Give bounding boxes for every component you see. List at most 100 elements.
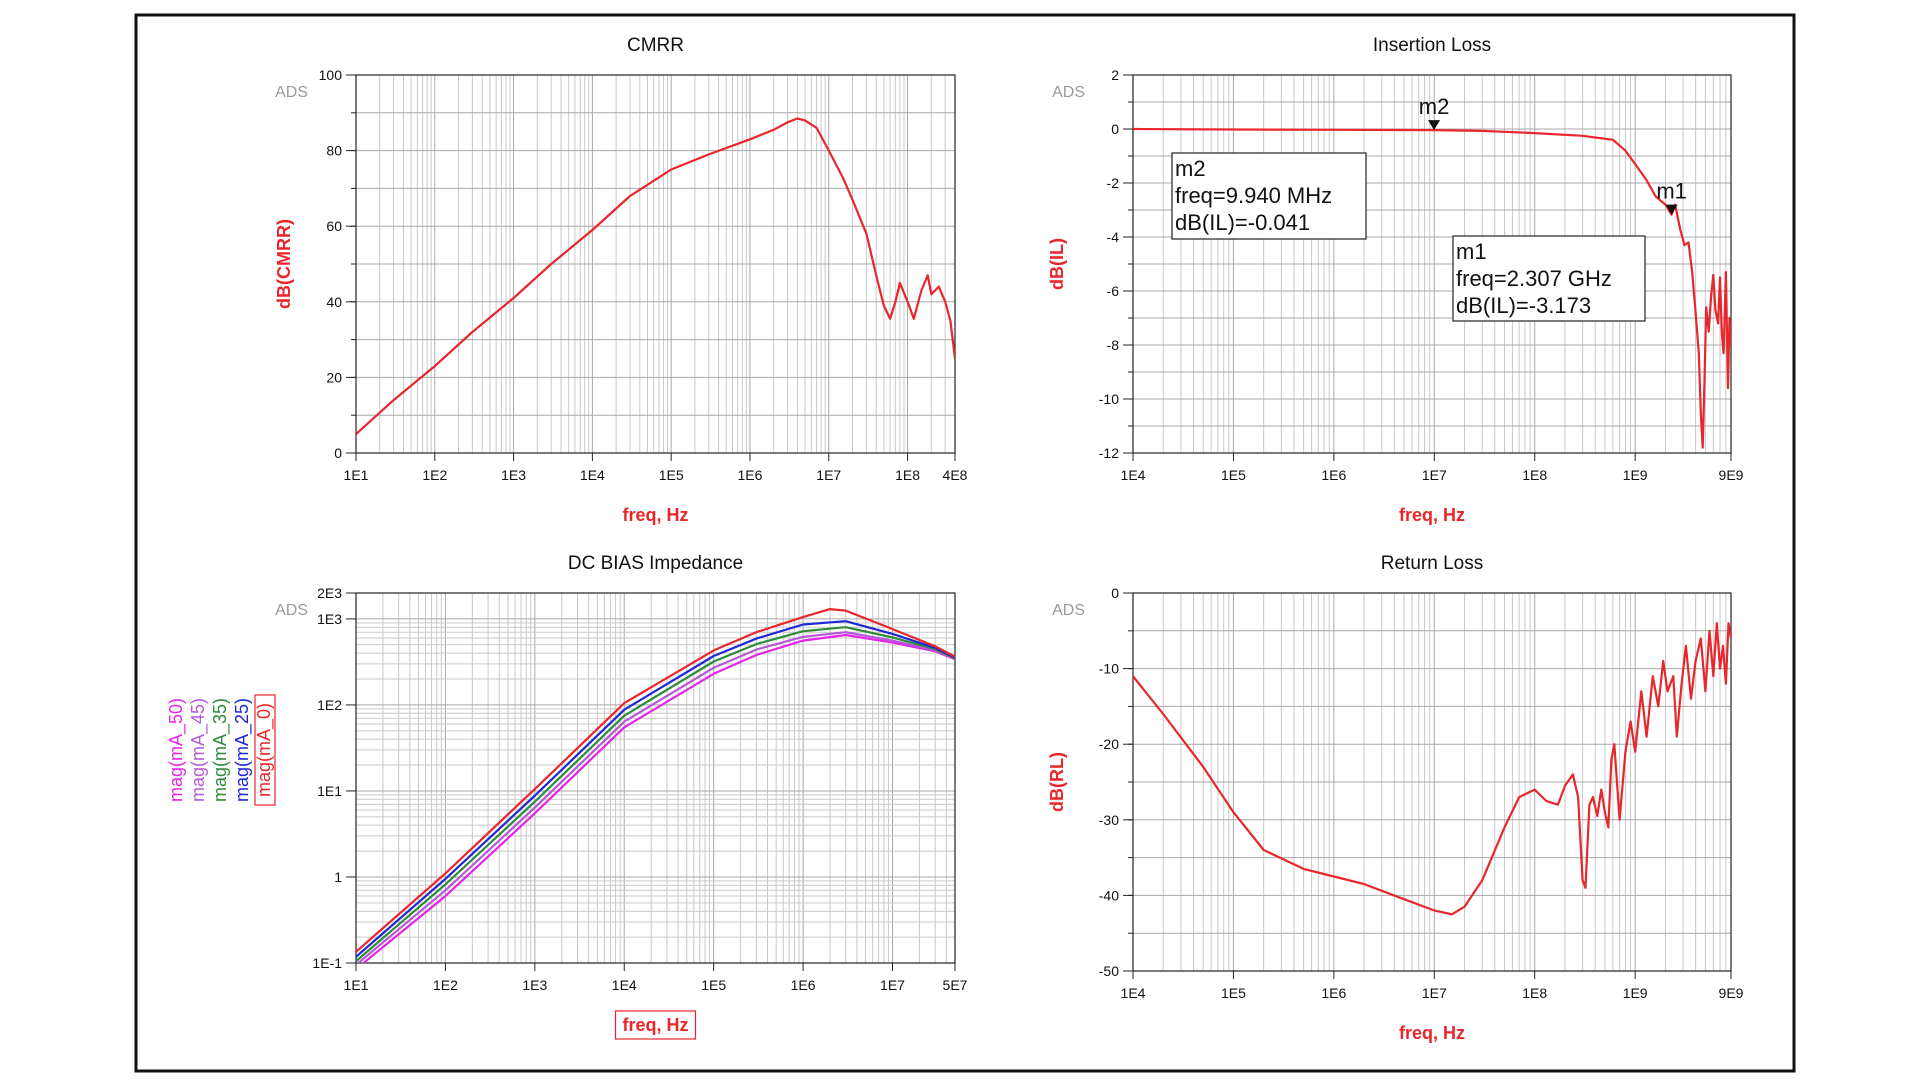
- ads-watermark: ADS: [1052, 84, 1085, 101]
- x-axis-label-box: [614, 1010, 697, 1040]
- grid: [355, 592, 956, 964]
- x-tick-label: 1E6: [738, 467, 763, 483]
- x-axis-label: freq, Hz: [622, 1015, 688, 1035]
- marker-readout-value: dB(IL)=-3.173: [1456, 293, 1591, 318]
- x-tick-label: 1E5: [1221, 467, 1246, 483]
- marker-readout-name: m1: [1456, 239, 1487, 264]
- series-line: [1133, 622, 1731, 916]
- y-tick-label: -2: [1107, 175, 1120, 191]
- series-line-mag(mA_50): [361, 633, 955, 963]
- y-tick-label: 0: [1111, 121, 1119, 137]
- marker-m2-label: m2: [1419, 94, 1450, 119]
- chart-3: 1E-1 1 1E1 1E2 1E3 2E3 1E1 1E2 1E3 1E4 1E5 1E6 1E7 5E…: [166, 553, 968, 1040]
- x-tick-label: 1E7: [1422, 985, 1447, 1001]
- x-tick-label: 1E2: [422, 467, 447, 483]
- marker-readout-box: [1171, 152, 1367, 240]
- y-tick-label: 0: [1111, 585, 1119, 601]
- x-axis-label: freq, Hz: [1399, 1023, 1465, 1043]
- chart-title: Return Loss: [1381, 553, 1483, 574]
- x-tick-label: 1E5: [659, 467, 684, 483]
- y-tick-label: 40: [326, 294, 342, 310]
- y-axis-label: dB(IL): [1047, 238, 1067, 290]
- y-tick-label: 100: [319, 67, 343, 83]
- x-tick-label: 1E6: [1321, 985, 1346, 1001]
- series-line-mag(mA_35): [356, 626, 955, 963]
- x-tick-label: 1E8: [895, 467, 920, 483]
- x-tick-label: 1E5: [1221, 985, 1246, 1001]
- legend-entry-mag(mA_45): mag(mA_45): [188, 698, 209, 802]
- x-tick-label: 9E9: [1719, 467, 1744, 483]
- x-tick-label: 4E8: [943, 467, 968, 483]
- y-tick-label: -8: [1107, 337, 1120, 353]
- x-tick-label: 1E6: [791, 977, 816, 993]
- y-axis-label: dB(RL): [1047, 752, 1067, 812]
- y-tick-label: -10: [1099, 391, 1119, 407]
- x-axis-label: freq, Hz: [1399, 505, 1465, 525]
- series-line-mag(mA_0): [356, 607, 955, 953]
- x-tick-label: 1E3: [501, 467, 526, 483]
- y-tick-label: 1E-1: [312, 955, 342, 971]
- x-tick-label: 1E8: [1522, 985, 1547, 1001]
- x-tick-label: 1E3: [522, 977, 547, 993]
- marker-readout-box: [1452, 235, 1646, 322]
- x-tick-label: 9E9: [1719, 985, 1744, 1001]
- chart-title: Insertion Loss: [1373, 35, 1491, 56]
- x-tick-label: 1E1: [344, 977, 369, 993]
- y-tick-label: 2: [1111, 67, 1119, 83]
- y-axis-label: dB(CMRR): [274, 219, 294, 309]
- y-tick-label: 60: [326, 218, 342, 234]
- y-tick-label: 0: [334, 445, 342, 461]
- y-tick-label: -4: [1107, 229, 1120, 245]
- chart-1: 0 20 40 60 80 100 1E1 1E2 1E3 1E4 1E5 1E6 1E7 1E8 4E8 C…: [274, 35, 968, 525]
- series-line: [1133, 127, 1731, 449]
- x-tick-label: 1E8: [1522, 467, 1547, 483]
- ads-watermark: ADS: [1052, 602, 1085, 619]
- legend-entry-mag(mA_50): mag(mA_50): [166, 698, 187, 802]
- marker-m2-triangle: [1428, 120, 1441, 131]
- ads-watermark: ADS: [275, 602, 308, 619]
- x-tick-label: 1E1: [344, 467, 369, 483]
- x-tick-label: 1E9: [1623, 985, 1648, 1001]
- y-tick-label: -6: [1107, 283, 1120, 299]
- y-tick-label: -10: [1099, 661, 1119, 677]
- y-tick-label: -20: [1099, 736, 1119, 752]
- y-tick-label: -40: [1099, 887, 1119, 903]
- y-tick-label: -50: [1099, 963, 1119, 979]
- y-tick-label: 80: [326, 143, 342, 159]
- x-tick-label: 1E4: [580, 467, 605, 483]
- y-tick-label: 1: [334, 869, 342, 885]
- chart-2: -12 -10 -8 -6 -4 -2 0 2 1E4 1E5 1E6 1E7 1E8 1E9 9E9 Ins…: [1047, 35, 1744, 525]
- marker-m1-label: m1: [1656, 179, 1687, 204]
- chart-4: -50 -40 -30 -20 -10 0 1E4 1E5 1E6 1E7 1E8 1E9 9E9 Ret…: [1047, 553, 1744, 1043]
- marker-readout-freq: freq=2.307 GHz: [1456, 266, 1612, 291]
- plot-area: [356, 593, 955, 963]
- legend-entry-mag(mA_0): mag(mA_0): [254, 703, 275, 797]
- y-tick-label: 1E3: [317, 611, 342, 627]
- x-tick-label: 5E7: [943, 977, 968, 993]
- marker-m1-triangle: [1665, 204, 1678, 215]
- x-tick-label: 1E4: [1121, 467, 1146, 483]
- figure-frame: [134, 13, 1796, 1073]
- x-tick-label: 1E7: [1422, 467, 1447, 483]
- x-tick-label: 1E9: [1623, 467, 1648, 483]
- chart-title: CMRR: [627, 35, 684, 56]
- series-line-mag(mA_45): [356, 631, 955, 963]
- legend-entry-mag(mA_25): mag(mA_25): [232, 698, 253, 802]
- marker-readout-freq: freq=9.940 MHz: [1175, 183, 1332, 208]
- y-tick-label: 1E1: [317, 783, 342, 799]
- legend-entry-mag(mA_35): mag(mA_35): [210, 698, 231, 802]
- series-line-mag(mA_25): [356, 620, 955, 958]
- x-tick-label: 1E4: [1121, 985, 1146, 1001]
- y-tick-label: 1E2: [317, 697, 342, 713]
- y-tick-label: -30: [1099, 812, 1119, 828]
- y-tick-label: -12: [1099, 445, 1119, 461]
- chart-title: DC BIAS Impedance: [568, 553, 743, 574]
- series-line: [356, 117, 955, 435]
- x-tick-label: 1E2: [433, 977, 458, 993]
- x-tick-label: 1E7: [880, 977, 905, 993]
- y-tick-label: 2E3: [317, 585, 342, 601]
- marker-readout-value: dB(IL)=-0.041: [1175, 210, 1310, 235]
- y-tick-label: 20: [326, 369, 342, 385]
